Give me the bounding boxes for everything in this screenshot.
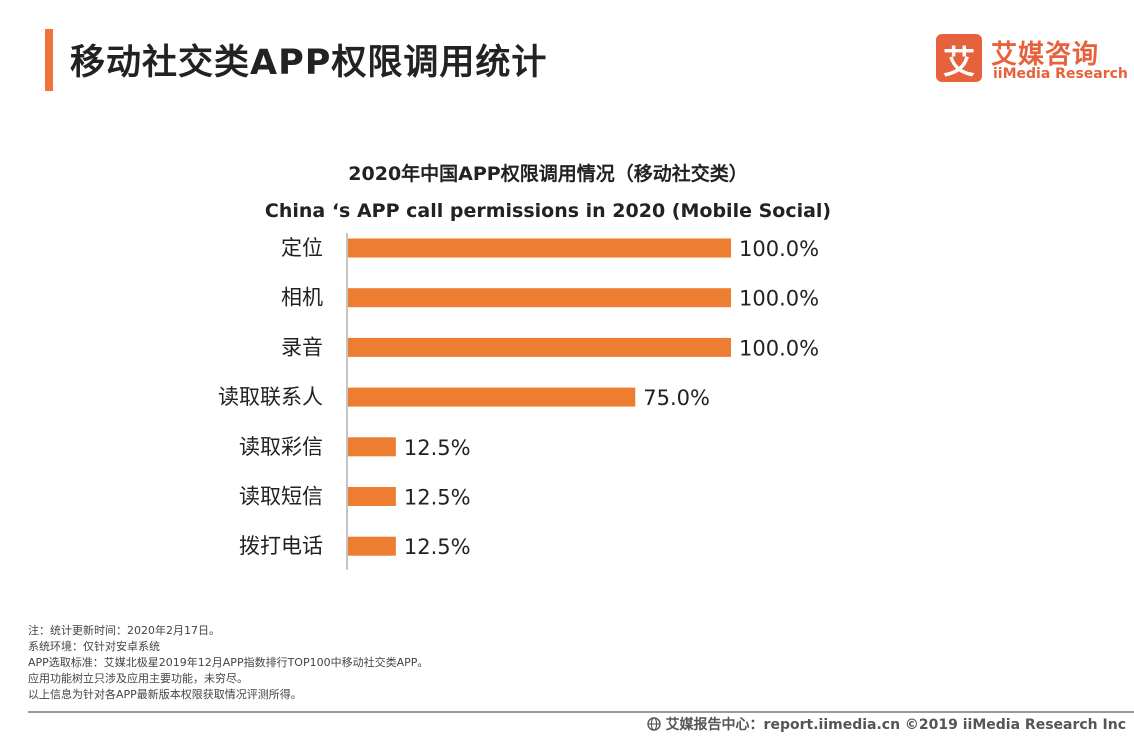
category-label: 录音 — [281, 335, 323, 359]
category-label: 读取短信 — [239, 485, 323, 509]
category-label: 读取彩信 — [239, 435, 323, 459]
category-label: 读取联系人 — [218, 385, 323, 409]
data-label: 100.0% — [739, 287, 819, 311]
bar — [348, 387, 636, 407]
bar — [348, 487, 396, 506]
logo-name-cn: 艾媒咨询 — [991, 40, 1100, 70]
footer: 艾媒报告中心：report.iimedia.cn ©2019 iiMedia R… — [646, 714, 1126, 734]
page-title: 移动社交类APP权限调用统计 — [70, 43, 548, 83]
footer-divider — [28, 711, 1134, 713]
footer-text: 艾媒报告中心：report.iimedia.cn ©2019 iiMedia R… — [665, 717, 1126, 733]
globe-icon — [646, 717, 661, 731]
logo-name-en: iiMedia Research — [993, 66, 1128, 82]
bar — [348, 337, 731, 357]
data-label: 12.5% — [404, 436, 471, 460]
note-line: 以上信息为针对各APP最新版本权限获取情况评测所得。 — [28, 688, 302, 701]
bar — [348, 288, 731, 308]
bar-chart: 定位 100.0% 相机 100.0% 录音 100.0% 读取联系人 75.0% 读取彩信 12… — [218, 233, 819, 570]
data-label: 12.5% — [404, 486, 471, 510]
iimedia-logo: 艾 艾媒咨询 iiMedia Research — [936, 34, 1128, 88]
bar — [348, 536, 396, 556]
category-label: 拨打电话 — [239, 534, 323, 558]
bar — [348, 437, 396, 457]
category-label: 定位 — [281, 236, 323, 260]
note-line: 注：统计更新时间：2020年2月17日。 — [28, 624, 220, 637]
data-label: 100.0% — [739, 237, 819, 261]
data-label: 100.0% — [739, 336, 819, 360]
data-label: 12.5% — [404, 535, 471, 559]
logo-glyph: 艾 — [942, 43, 975, 81]
note-line: 应用功能树立只涉及应用主要功能，未穷尽。 — [28, 672, 248, 685]
bar — [348, 238, 731, 258]
logo-mark: 艾 — [936, 34, 982, 82]
chart-title: 2020年中国APP权限调用情况（移动社交类） — [348, 163, 748, 185]
category-label: 相机 — [281, 286, 323, 310]
note-line: 系统环境：仅针对安卓系统 — [28, 640, 160, 653]
data-label: 75.0% — [643, 386, 710, 410]
note-line: APP选取标准：艾媒北极星2019年12月APP指数排行TOP100中移动社交类… — [28, 656, 429, 669]
notes-block: 注：统计更新时间：2020年2月17日。 系统环境：仅针对安卓系统 APP选取标… — [28, 623, 428, 703]
title-accent-bar — [45, 29, 53, 91]
chart-subtitle: China ‘s APP call permissions in 2020 (M… — [264, 200, 832, 222]
